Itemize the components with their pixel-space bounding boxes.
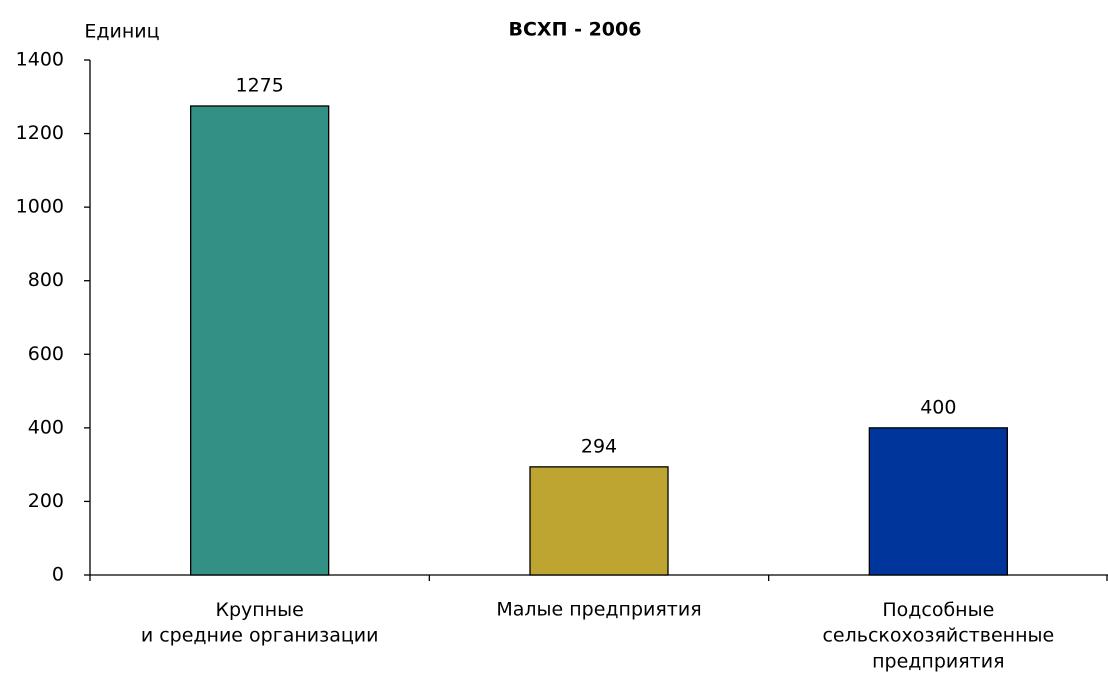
y-tick-label: 1400 — [16, 49, 64, 71]
y-tick-label: 0 — [52, 564, 64, 586]
chart-title: ВСХП - 2006 — [509, 19, 642, 41]
y-tick-label: 600 — [28, 343, 64, 365]
bar — [190, 105, 330, 576]
y-tick-label: 1200 — [16, 122, 64, 144]
y-tick-label: 200 — [28, 490, 64, 512]
value-label: 400 — [920, 396, 956, 418]
y-axis-label: Единиц — [84, 21, 159, 43]
y-tick-label: 400 — [28, 416, 64, 438]
bar — [868, 427, 1008, 576]
x-tick-label: Малые предприятия — [496, 599, 701, 621]
value-label: 1275 — [235, 74, 283, 96]
value-label: 294 — [581, 435, 617, 457]
bar — [529, 466, 669, 576]
x-tick-label: Подсобные сельскохозяйственные предприятия — [822, 599, 1054, 672]
y-tick-label: 1000 — [16, 196, 64, 218]
x-tick-label: Крупные и средние организации — [141, 599, 379, 647]
y-tick-label: 800 — [28, 269, 64, 291]
